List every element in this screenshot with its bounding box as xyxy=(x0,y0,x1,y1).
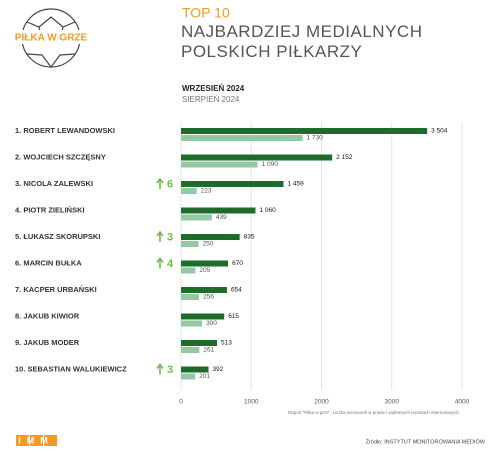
value-label: 513 xyxy=(221,340,232,347)
category-label: 3. NICOLA ZALEWSKI xyxy=(15,179,93,188)
value-label: 1 459 xyxy=(287,181,304,188)
value-label: 256 xyxy=(203,294,214,301)
bar xyxy=(181,287,227,293)
x-tick-label: 3000 xyxy=(385,399,400,406)
value-label: 223 xyxy=(201,188,212,195)
value-label: 205 xyxy=(199,267,210,274)
bar xyxy=(181,207,256,214)
category-label: 8. JAKUB KIWIOR xyxy=(15,311,80,320)
category-label: 9. JAKUB MODER xyxy=(15,338,80,347)
rank-arrow xyxy=(156,257,164,269)
bar xyxy=(181,373,196,380)
value-label: 261 xyxy=(203,347,214,354)
rank-change: 3 xyxy=(167,231,173,243)
value-label: 2 152 xyxy=(336,154,353,161)
chart-subtitle: NAJBARDZIEJ MEDIALNYCH POLSKICH PIŁKARZY xyxy=(181,22,423,61)
bar xyxy=(181,241,199,247)
value-label: 654 xyxy=(231,287,242,294)
bar xyxy=(181,128,428,134)
value-label: 201 xyxy=(199,373,210,380)
bar xyxy=(181,188,197,194)
value-label: 250 xyxy=(203,241,214,248)
bar xyxy=(181,313,225,320)
category-label: 6. MARCIN BUŁKA xyxy=(15,258,82,267)
rank-change: 3 xyxy=(167,364,173,376)
rank-arrow xyxy=(156,230,164,242)
source: Źródło: INSTYTUT MONITOROWANIA MEDIÓW xyxy=(366,438,486,445)
category-label: 10. SEBASTIAN WALUKIEWICZ xyxy=(15,364,127,373)
x-tick-label: 4000 xyxy=(455,399,470,406)
logo-band xyxy=(16,30,86,44)
x-tick-label: 0 xyxy=(179,399,183,406)
category-label: 4. PIOTR ZIELIŃSKI xyxy=(15,205,85,214)
x-tick-label: 2000 xyxy=(314,399,329,406)
legend-entry: WRZESIEŃ 2024 xyxy=(182,84,245,93)
bar xyxy=(181,214,212,221)
bar xyxy=(181,154,333,161)
bar xyxy=(181,294,199,300)
value-label: 835 xyxy=(244,234,255,241)
value-label: 3 504 xyxy=(431,128,448,135)
bar xyxy=(181,161,258,168)
rank-arrow xyxy=(156,177,164,189)
rank-change: 4 xyxy=(167,258,174,270)
value-label: 300 xyxy=(206,320,217,327)
note: Raport "Piłka w grze". Liczba wzmianek w… xyxy=(288,410,460,415)
footer-logo xyxy=(16,435,57,446)
legend-entry: SIERPIEŃ 2024 xyxy=(182,95,240,104)
bar xyxy=(181,135,303,141)
value-label: 670 xyxy=(232,260,243,267)
value-label: 1 090 xyxy=(262,161,279,168)
bar xyxy=(181,340,218,346)
logo-text: PIŁKA W GRZE xyxy=(15,33,88,44)
value-label: 615 xyxy=(228,313,239,320)
footer-logo-text: IMM xyxy=(18,435,54,445)
rank-arrow xyxy=(156,363,164,375)
bar xyxy=(181,347,200,353)
bar xyxy=(181,366,209,373)
bar xyxy=(181,320,203,327)
value-label: 1 730 xyxy=(307,135,324,142)
chart-title: TOP 10 xyxy=(182,5,230,21)
category-label: 1. ROBERT LEWANDOWSKI xyxy=(15,126,115,135)
category-label: 7. KACPER URBAŃSKI xyxy=(15,285,97,294)
value-label: 439 xyxy=(216,214,227,221)
category-label: 2. WOJCIECH SZCZĘSNY xyxy=(15,152,106,161)
bar xyxy=(181,234,240,240)
category-label: 5. ŁUKASZ SKORUPSKI xyxy=(15,232,100,241)
bar xyxy=(181,181,284,187)
rank-change: 6 xyxy=(167,178,173,190)
value-label: 392 xyxy=(213,366,224,373)
x-tick-label: 1000 xyxy=(244,399,259,406)
value-label: 1 060 xyxy=(259,207,276,214)
bar xyxy=(181,267,196,274)
bar xyxy=(181,260,229,267)
